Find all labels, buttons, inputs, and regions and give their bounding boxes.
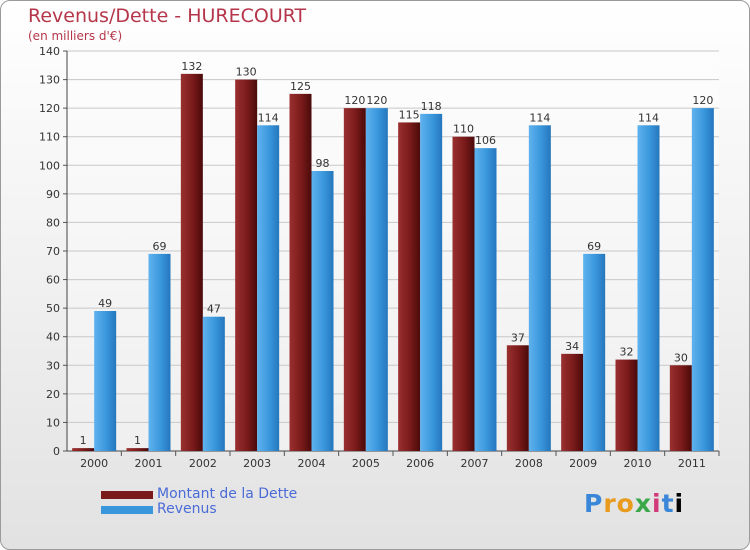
- legend-swatch-dette: [101, 490, 153, 499]
- x-tick-label: 2002: [189, 457, 217, 470]
- data-label: 69: [587, 240, 601, 253]
- data-label: 110: [453, 123, 474, 136]
- bar-dette: [180, 73, 203, 451]
- y-tick-label: 10: [46, 416, 60, 429]
- y-tick-label: 100: [39, 159, 60, 172]
- bar-revenus: [311, 171, 334, 451]
- y-tick-label: 0: [53, 445, 60, 458]
- data-label: 130: [236, 66, 257, 79]
- y-tick-label: 70: [46, 245, 60, 258]
- x-tick-label: 2009: [569, 457, 597, 470]
- data-label: 120: [344, 94, 365, 107]
- bar-revenus: [637, 125, 660, 452]
- bar-dette: [452, 136, 475, 451]
- legend-swatch-revenus: [101, 505, 153, 514]
- y-tick-label: 120: [39, 102, 60, 115]
- y-tick-label: 20: [46, 388, 60, 401]
- y-tick-label: 140: [39, 45, 60, 58]
- data-label: 49: [98, 297, 112, 310]
- chart-subtitle: (en milliers d'€): [28, 29, 123, 43]
- y-tick-label: 110: [39, 131, 60, 144]
- bar-dette: [615, 359, 638, 451]
- x-tick-label: 2003: [243, 457, 271, 470]
- bar-revenus: [420, 113, 443, 451]
- bar-revenus: [365, 108, 388, 452]
- bar-dette: [126, 448, 149, 451]
- x-tick-label: 2011: [678, 457, 706, 470]
- proxiti-logo: Proxiti: [584, 489, 685, 518]
- bar-revenus: [583, 253, 606, 451]
- legend: Montant de la Dette Revenus: [101, 487, 297, 517]
- legend-label-revenus: Revenus: [157, 501, 217, 517]
- legend-item-revenus: Revenus: [101, 502, 297, 517]
- data-label: 120: [692, 94, 713, 107]
- x-tick-label: 2001: [135, 457, 163, 470]
- legend-label-dette: Montant de la Dette: [157, 486, 298, 502]
- bar-revenus: [202, 316, 225, 451]
- bar-dette: [506, 345, 529, 451]
- x-tick-label: 2010: [624, 457, 652, 470]
- y-tick-label: 130: [39, 74, 60, 87]
- bar-revenus: [474, 148, 497, 451]
- data-label: 1: [80, 434, 87, 447]
- legend-item-dette: Montant de la Dette: [101, 487, 297, 502]
- y-tick-label: 30: [46, 359, 60, 372]
- data-label: 69: [153, 240, 167, 253]
- data-label: 32: [620, 346, 634, 359]
- y-tick-label: 50: [46, 302, 60, 315]
- bar-dette: [289, 93, 312, 451]
- data-label: 118: [421, 100, 442, 113]
- bar-revenus: [148, 253, 171, 451]
- x-tick-label: 2005: [352, 457, 380, 470]
- bar-dette: [235, 79, 258, 452]
- bar-revenus: [94, 311, 117, 451]
- data-label: 47: [207, 303, 221, 316]
- y-tick-label: 40: [46, 331, 60, 344]
- bar-revenus: [691, 108, 714, 452]
- data-label: 1: [134, 434, 141, 447]
- y-tick-label: 60: [46, 274, 60, 287]
- data-label: 132: [181, 60, 202, 73]
- x-tick-label: 2007: [461, 457, 489, 470]
- bar-revenus: [257, 125, 280, 452]
- y-tick-label: 80: [46, 216, 60, 229]
- data-label: 30: [674, 351, 688, 364]
- x-tick-label: 2006: [406, 457, 434, 470]
- bar-dette: [72, 448, 95, 451]
- data-label: 125: [290, 80, 311, 93]
- x-tick-label: 2000: [80, 457, 108, 470]
- chart-title: Revenus/Dette - HURECOURT: [28, 5, 307, 27]
- data-label: 114: [638, 111, 659, 124]
- data-label: 34: [565, 340, 579, 353]
- y-tick-label: 90: [46, 188, 60, 201]
- data-label: 106: [475, 134, 496, 147]
- x-tick-label: 2008: [515, 457, 543, 470]
- bar-dette: [343, 108, 366, 452]
- data-label: 120: [366, 94, 387, 107]
- bar-revenus: [528, 125, 551, 452]
- x-tick-label: 2004: [298, 457, 326, 470]
- bar-dette: [398, 122, 421, 451]
- data-label: 114: [258, 111, 279, 124]
- data-label: 98: [316, 157, 330, 170]
- bar-dette: [669, 365, 692, 451]
- data-label: 37: [511, 331, 525, 344]
- bar-dette: [561, 353, 584, 451]
- data-label: 115: [399, 108, 420, 121]
- data-label: 114: [529, 111, 550, 124]
